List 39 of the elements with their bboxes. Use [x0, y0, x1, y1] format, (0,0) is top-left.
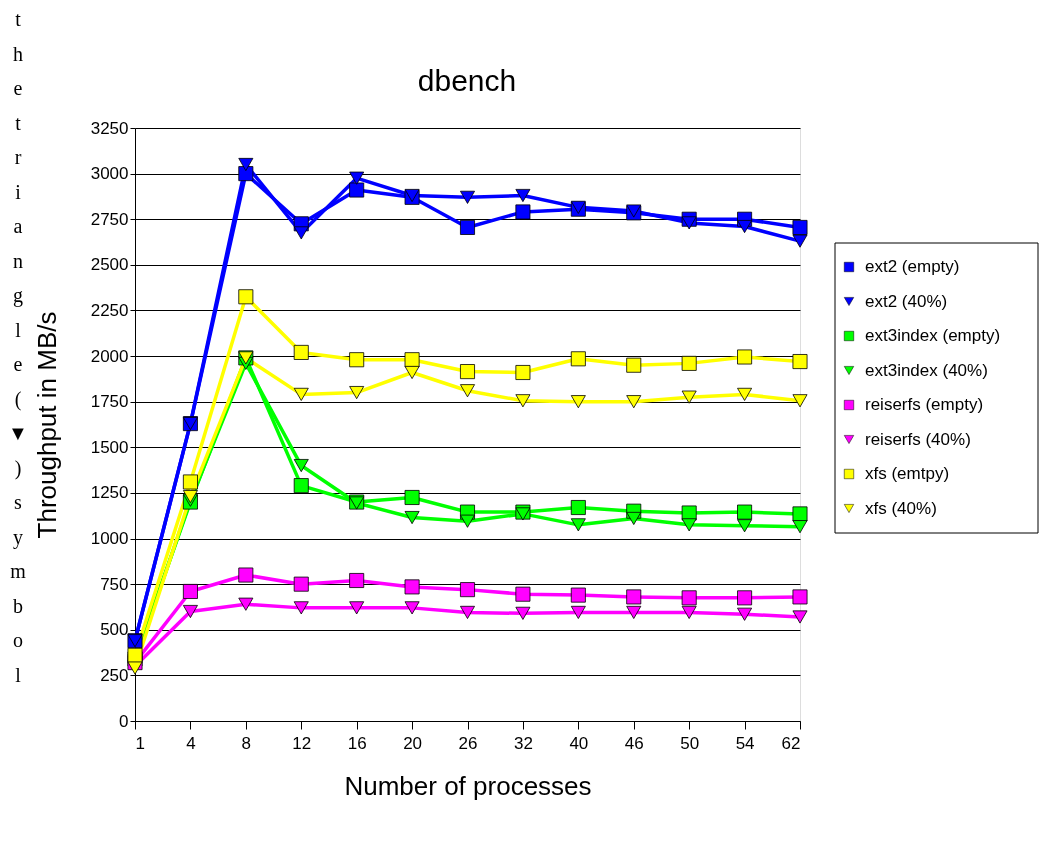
- x-tick-label: 32: [513, 733, 533, 753]
- y-tick-label: 1250: [90, 483, 129, 503]
- x-tick-label: 40: [569, 733, 589, 753]
- y-tick-label: 2750: [90, 209, 129, 229]
- y-tick-label: 3000: [90, 164, 129, 184]
- y-tick-label: 1000: [90, 529, 129, 549]
- x-tick-label: 16: [347, 733, 367, 753]
- text: the triangle (▼) symbol: [8, 8, 28, 686]
- x-tick-label: 62: [781, 733, 801, 753]
- legend-label: ext3index (empty): [865, 326, 1001, 345]
- y-tick-label: 2250: [90, 300, 129, 320]
- chart-title: dbench: [417, 64, 517, 97]
- x-tick-label: 8: [241, 733, 252, 753]
- legend-label: ext3index (40%): [865, 360, 988, 380]
- y-tick-label: 1500: [90, 437, 129, 457]
- y-tick-label: 250: [100, 665, 129, 685]
- y-tick-label: 2000: [90, 346, 129, 366]
- legend-label: ext2 (empty): [865, 257, 960, 276]
- x-tick-label: 12: [292, 733, 312, 753]
- y-tick-label: 500: [100, 620, 129, 640]
- y-tick-label: 750: [100, 574, 129, 594]
- x-tick-label: 50: [680, 733, 700, 753]
- legend-label: reiserfs (40%): [865, 429, 971, 449]
- legend-label: xfs (emtpy): [865, 464, 950, 483]
- x-tick-label: 1: [135, 733, 145, 753]
- x-axis-title: Number of processes: [344, 770, 592, 801]
- y-axis-title: Throughput in MB/s: [31, 311, 62, 539]
- legend-label: reiserfs (empty): [865, 395, 984, 414]
- y-tick-label: 2500: [90, 255, 129, 275]
- x-tick-label: 4: [186, 733, 196, 753]
- x-tick-label: 20: [403, 733, 423, 753]
- x-tick-label: 54: [735, 733, 755, 753]
- legend-label: xfs (40%): [865, 498, 937, 518]
- x-tick-label: 46: [624, 733, 644, 753]
- y-tick-label: 1750: [90, 392, 129, 412]
- y-tick-label: 0: [119, 711, 129, 731]
- y-tick-label: 3250: [90, 118, 129, 138]
- legend-label: ext2 (40%): [865, 291, 948, 311]
- x-tick-label: 26: [458, 733, 478, 753]
